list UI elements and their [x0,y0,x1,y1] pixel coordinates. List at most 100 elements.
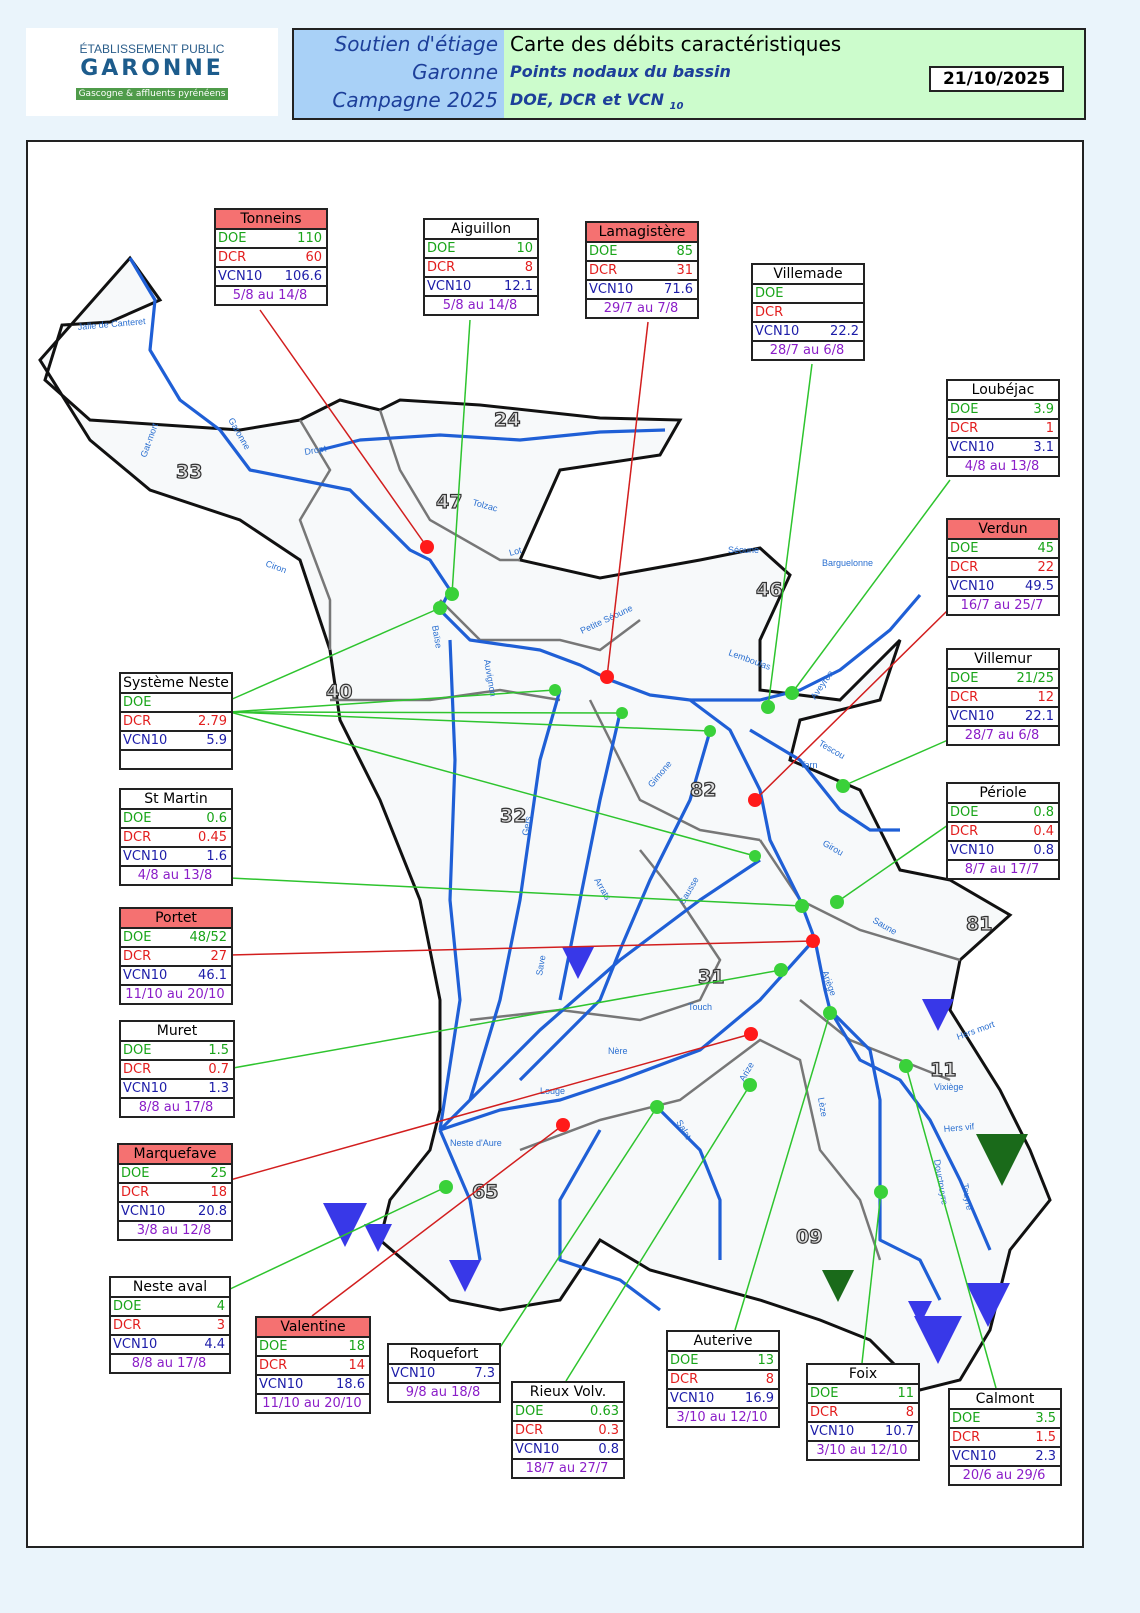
period-row-value: 3/8 au 12/8 [136,1223,212,1238]
vcn-row-value: 0.8 [598,1442,619,1457]
vcn-row-label: VCN10 [123,1081,168,1096]
station-box: Rieux Volv. DOE 0.63 DCR 0.3 VCN10 0.8 18/7 au … [511,1381,625,1479]
period-row: 4/8 au 13/8 [121,867,231,884]
reservoir-triangle-icon [914,1316,962,1364]
station-name-value: Roquefort [409,1346,479,1362]
doe-row-value: 11 [897,1386,914,1401]
page-subtitle2: DOE, DCR et VCN 10 [510,86,1084,121]
dcr-row: DCR 12 [948,689,1058,708]
station-box: St Martin DOE 0.6 DCR 0.45 VCN10 1.6 4/8 au 13/… [119,788,233,886]
station-box: Tonneins DOE 110 DCR 60 VCN10 106.6 5/8 au 14/8 [214,208,328,306]
dcr-row-value: 0.4 [1033,824,1054,839]
doe-row-label: DOE [123,811,152,826]
station-name: Système Neste [121,674,231,694]
leader-line [229,877,803,907]
station-name: Villemade [753,265,863,285]
station-name: Périole [948,784,1058,804]
dcr-row-value: 8 [524,260,533,275]
dcr-row-label: DCR [113,1318,142,1333]
dcr-row: DCR 0.45 [121,829,231,848]
vcn-row: VCN10 10.7 [808,1423,918,1442]
period-row-value: 18/7 au 27/7 [525,1461,609,1476]
doe-row: DOE 0.63 [513,1403,623,1422]
period-row-value: 8/8 au 17/8 [131,1356,207,1371]
vcn-row-value: 22.1 [1025,709,1054,724]
period-row: 3/8 au 12/8 [119,1222,231,1239]
doe-row-label: DOE [952,1411,981,1426]
dcr-row-value: 3 [216,1318,225,1333]
station-name-value: Tonneins [240,211,302,227]
river [558,1129,661,1312]
vcn-row: VCN10 2.3 [950,1448,1060,1467]
vcn-row-value: 106.6 [284,269,322,284]
river [813,939,942,1301]
doe-row: DOE 4 [111,1298,229,1317]
dcr-row-label: DCR [121,1185,150,1200]
leader-line [259,309,428,548]
vcn-row: VCN10 5.9 [121,732,231,751]
doe-row: DOE 48/52 [121,929,231,948]
dcr-row: DCR 8 [808,1404,918,1423]
doe-row-value: 48/52 [189,930,227,945]
dcr-row: DCR 1 [948,420,1058,439]
doe-row-label: DOE [950,671,979,686]
vcn-row-label: VCN10 [950,579,995,594]
dcr-row: DCR 60 [216,249,326,268]
vcn-row-label: VCN10 [391,1366,436,1381]
department-label: 24 [494,409,520,431]
river-label: Dropt [304,443,328,457]
doe-row-label: DOE [950,402,979,417]
period-row: 8/8 au 17/8 [111,1355,229,1372]
vcn-row: VCN10 18.6 [257,1376,369,1395]
department-label: 11 [930,1059,956,1081]
doe-row: DOE 85 [587,243,697,262]
doe-row-label: DOE [259,1339,288,1354]
vcn-row-value: 1.6 [206,849,227,864]
river [438,639,462,1131]
river-label: Lèze [816,1097,829,1118]
dcr-row: DCR 14 [257,1357,369,1376]
station-name-value: St Martin [144,791,208,807]
dcr-row: DCR 27 [121,948,231,967]
station-name: St Martin [121,790,231,810]
leader-line [451,319,471,595]
vcn-row-label: VCN10 [259,1377,304,1392]
leader-line [836,824,949,903]
doe-row-value: 13 [757,1353,774,1368]
station-dot [744,1027,758,1041]
station-name: Marquefave [119,1145,231,1165]
station-box: Calmont DOE 3.5 DCR 1.5 VCN10 2.3 20/6 au 29/6 [948,1388,1062,1486]
station-name-value: Périole [979,785,1027,801]
dcr-row: DCR 22 [948,559,1058,578]
vcn-row-value: 22.2 [830,324,859,339]
vcn-row-value: 18.6 [336,1377,365,1392]
vcn-row-value: 12.1 [504,279,533,294]
station-name-value: Neste aval [132,1279,208,1295]
station-dot [556,1118,570,1132]
doe-row: DOE 11 [808,1385,918,1404]
department-label: 31 [698,966,724,988]
doe-row-label: DOE [950,541,979,556]
vcn-row-label: VCN10 [515,1442,560,1457]
doe-row-value: 4 [216,1299,225,1314]
period-row-value: 28/7 au 6/8 [769,343,845,358]
vcn-row: VCN10 22.2 [753,323,863,342]
river-label: Barguelonne [822,558,873,568]
department-border [799,999,951,1082]
station-box: Villemur DOE 21/25 DCR 12 VCN10 22.1 28/7 au 6/… [946,648,1060,746]
period-row-value: 11/10 au 20/10 [125,987,225,1002]
leader-line [791,479,951,694]
leader-line [229,711,756,857]
dcr-row-label: DCR [952,1430,981,1445]
river-label: Vixiège [934,1082,963,1092]
department-label: 46 [756,579,782,601]
station-name-value: Rieux Volv. [529,1384,607,1400]
dcr-row: DCR 0.7 [121,1061,233,1080]
period-row: 5/8 au 14/8 [425,297,537,314]
dcr-row-label: DCR [123,714,152,729]
dcr-row-value: 8 [905,1405,914,1420]
vcn-row-label: VCN10 [123,733,168,748]
doe-row: DOE [753,285,863,304]
station-box: Marquefave DOE 25 DCR 18 VCN10 20.8 3/8 au 12/8 [117,1143,233,1241]
river [749,728,900,832]
